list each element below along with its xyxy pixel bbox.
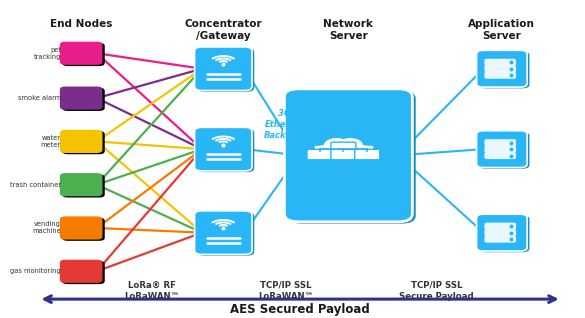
FancyBboxPatch shape <box>284 89 412 222</box>
FancyBboxPatch shape <box>60 260 102 283</box>
FancyBboxPatch shape <box>485 59 516 66</box>
FancyBboxPatch shape <box>479 132 529 169</box>
FancyBboxPatch shape <box>485 152 516 159</box>
FancyBboxPatch shape <box>60 42 102 65</box>
Text: Application
Server: Application Server <box>469 19 535 41</box>
FancyBboxPatch shape <box>485 146 516 152</box>
Circle shape <box>349 146 373 158</box>
FancyBboxPatch shape <box>288 91 416 224</box>
Bar <box>315 146 371 155</box>
FancyBboxPatch shape <box>62 261 105 284</box>
FancyBboxPatch shape <box>485 139 516 146</box>
FancyBboxPatch shape <box>60 130 102 153</box>
FancyBboxPatch shape <box>195 211 252 254</box>
FancyBboxPatch shape <box>62 174 105 197</box>
Text: smoke alarm: smoke alarm <box>18 95 61 101</box>
FancyBboxPatch shape <box>60 173 102 196</box>
FancyBboxPatch shape <box>195 47 252 91</box>
FancyBboxPatch shape <box>197 212 254 256</box>
Text: gas monitoring: gas monitoring <box>11 268 61 274</box>
FancyBboxPatch shape <box>331 142 356 153</box>
FancyBboxPatch shape <box>485 229 516 236</box>
FancyBboxPatch shape <box>62 88 105 111</box>
Text: LoRa® RF
LoRaWAN™: LoRa® RF LoRaWAN™ <box>125 280 180 301</box>
Circle shape <box>326 140 360 159</box>
FancyBboxPatch shape <box>477 131 527 168</box>
FancyBboxPatch shape <box>485 66 516 72</box>
Text: 3G/
Ethernet
Backhaul: 3G/ Ethernet Backhaul <box>264 109 307 140</box>
FancyBboxPatch shape <box>62 43 105 66</box>
Text: End Nodes: End Nodes <box>50 19 112 29</box>
FancyBboxPatch shape <box>60 86 102 110</box>
FancyBboxPatch shape <box>479 52 529 88</box>
FancyBboxPatch shape <box>477 50 527 87</box>
Text: TCP/IP SSL
Secure Payload: TCP/IP SSL Secure Payload <box>399 280 474 301</box>
FancyBboxPatch shape <box>307 149 332 160</box>
FancyBboxPatch shape <box>477 214 527 251</box>
Text: TCP/IP SSL
LoRaWAN™: TCP/IP SSL LoRaWAN™ <box>258 280 314 301</box>
Text: vending
machine: vending machine <box>32 222 61 234</box>
FancyBboxPatch shape <box>62 218 105 241</box>
FancyBboxPatch shape <box>62 131 105 154</box>
FancyBboxPatch shape <box>479 216 529 252</box>
FancyBboxPatch shape <box>195 127 252 171</box>
Text: pet
tracking: pet tracking <box>33 47 61 60</box>
Text: Concentrator
/Gateway: Concentrator /Gateway <box>184 19 262 41</box>
Text: Network
Server: Network Server <box>324 19 373 41</box>
FancyBboxPatch shape <box>197 128 254 172</box>
FancyBboxPatch shape <box>485 223 516 230</box>
FancyBboxPatch shape <box>197 48 254 92</box>
FancyBboxPatch shape <box>60 216 102 239</box>
FancyBboxPatch shape <box>485 72 516 79</box>
Text: AES Secured Payload: AES Secured Payload <box>230 303 370 316</box>
Circle shape <box>314 146 338 158</box>
Text: trash container: trash container <box>10 182 61 188</box>
FancyBboxPatch shape <box>485 236 516 242</box>
FancyBboxPatch shape <box>331 149 356 160</box>
FancyBboxPatch shape <box>355 149 380 160</box>
Circle shape <box>338 139 362 152</box>
Text: water
meter: water meter <box>41 135 61 148</box>
Circle shape <box>325 139 349 152</box>
